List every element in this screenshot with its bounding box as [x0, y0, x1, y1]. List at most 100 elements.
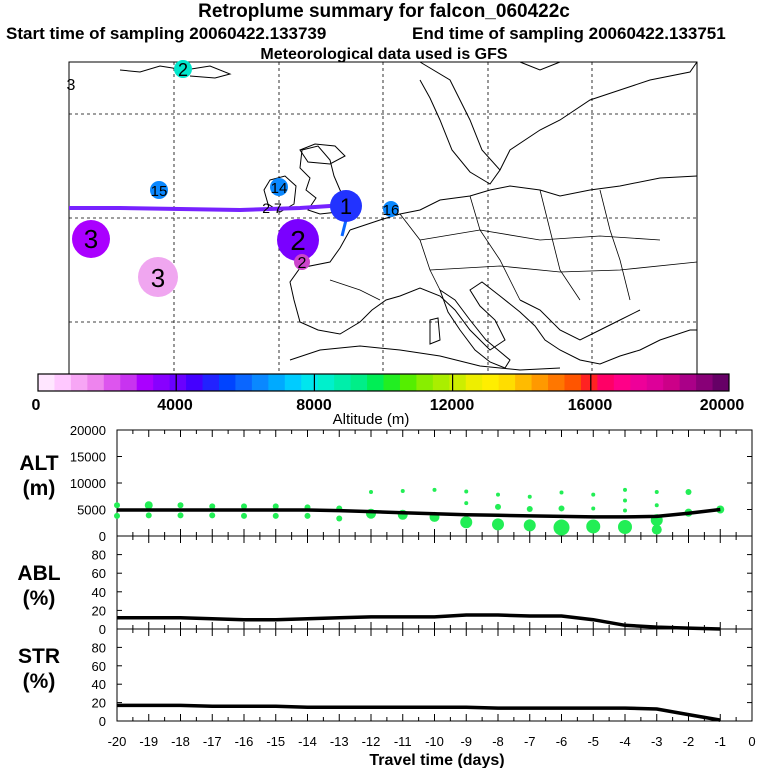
- x-tick-label: 0: [748, 734, 755, 749]
- panel-ylabel: ABL: [17, 562, 60, 585]
- colorbar-swatch: [383, 374, 401, 391]
- cluster-marker: [270, 178, 288, 196]
- x-tick-label: -8: [492, 734, 504, 749]
- data-point: [272, 512, 279, 519]
- colorbar-swatch: [186, 374, 204, 391]
- colorbar-swatch: [334, 374, 352, 391]
- y-tick-label: 0: [99, 714, 106, 729]
- colorbar-swatch: [712, 374, 730, 391]
- colorbar-swatch: [432, 374, 450, 391]
- y-tick-label: 0: [99, 622, 106, 637]
- colorbar-swatch: [301, 374, 319, 391]
- data-point: [336, 515, 343, 522]
- data-point: [553, 519, 570, 536]
- colorbar-swatch: [103, 374, 121, 391]
- colorbar-swatch: [597, 374, 615, 391]
- x-tick-label: -15: [266, 734, 285, 749]
- data-point: [241, 512, 247, 519]
- data-point: [464, 501, 469, 506]
- end-time-label: End time of sampling 20060422.133751: [412, 24, 726, 43]
- colorbar-tick-label: 4000: [157, 397, 193, 414]
- colorbar-swatch: [136, 374, 154, 391]
- cluster-label: 16: [383, 202, 400, 219]
- met-data-label: Meteorological data used is GFS: [260, 46, 508, 63]
- x-tick-label: -18: [171, 734, 190, 749]
- data-point: [527, 494, 532, 499]
- cluster-label: 3: [84, 224, 98, 254]
- colorbar-swatch: [235, 374, 253, 391]
- x-tick-label: -12: [362, 734, 381, 749]
- x-axis-label: Travel time (days): [369, 752, 504, 768]
- cluster-marker: [174, 60, 192, 78]
- data-point: [272, 503, 279, 510]
- data-point: [492, 518, 504, 531]
- panel-ylabel: (%): [23, 587, 56, 610]
- cluster-marker: [72, 220, 110, 258]
- colorbar-swatch: [70, 374, 88, 391]
- cluster-label: 3: [67, 77, 76, 94]
- cluster-label: 14: [271, 180, 288, 197]
- colorbar-swatch: [482, 374, 500, 391]
- data-point: [464, 489, 469, 494]
- cluster-label: 3: [151, 263, 165, 293]
- data-point: [559, 490, 564, 495]
- colorbar-swatch: [284, 374, 302, 391]
- colorbar-tick-label: 16000: [568, 397, 613, 414]
- x-tick-label: -13: [330, 734, 349, 749]
- y-tick-label: 80: [92, 548, 106, 563]
- data-point: [369, 490, 373, 495]
- colorbar-swatch: [630, 374, 648, 391]
- colorbar-tick-label: 20000: [700, 397, 745, 414]
- colorbar-swatch: [679, 374, 697, 391]
- y-tick-label: 60: [92, 566, 106, 581]
- colorbar-swatch: [399, 374, 417, 391]
- data-point: [591, 506, 596, 511]
- cluster-marker: [294, 254, 310, 270]
- colorbar-label: Altitude (m): [333, 411, 410, 428]
- y-tick-label: 15000: [70, 450, 106, 465]
- data-point: [460, 516, 473, 529]
- altitude-colorbar: [37, 373, 730, 392]
- colorbar-swatch: [218, 374, 236, 391]
- chart-title: Retroplume summary for falcon_060422c: [198, 1, 570, 22]
- x-tick-label: -9: [460, 734, 472, 749]
- cluster-marker: [150, 181, 168, 199]
- colorbar-swatch: [580, 374, 598, 391]
- data-point: [685, 489, 692, 496]
- data-point: [586, 519, 601, 534]
- data-point: [114, 512, 120, 519]
- x-tick-label: -5: [587, 734, 599, 749]
- x-tick-label: -11: [394, 734, 412, 749]
- cluster-label: 15: [151, 183, 168, 200]
- map-cluster-labels: 2 3 15 14 2 7 3 3 2 2 1 16: [67, 60, 400, 297]
- colorbar-swatch: [531, 374, 549, 391]
- colorbar-tick-label: 12000: [430, 397, 475, 414]
- colorbar-swatch: [465, 374, 483, 391]
- colorbar-swatch: [515, 374, 533, 391]
- data-point: [495, 503, 501, 510]
- cluster-label: 2 7: [262, 200, 282, 216]
- colorbar-swatch: [268, 374, 286, 391]
- cluster-label: 1: [340, 194, 352, 219]
- colorbar-swatch: [169, 374, 187, 391]
- data-point: [654, 490, 659, 495]
- start-time-label: Start time of sampling 20060422.133739: [6, 24, 327, 43]
- data-point: [591, 492, 596, 497]
- data-point: [177, 512, 184, 519]
- colorbar-swatch: [153, 374, 171, 391]
- colorbar-swatch: [317, 374, 335, 391]
- colorbar-swatch: [663, 374, 681, 391]
- data-point: [432, 487, 437, 492]
- x-tick-label: -16: [235, 734, 254, 749]
- colorbar-swatch: [38, 374, 55, 391]
- colorbar-swatch: [646, 374, 664, 391]
- y-tick-label: 80: [92, 640, 106, 655]
- data-point: [177, 502, 184, 509]
- colorbar-swatch: [416, 374, 434, 391]
- data-point: [114, 502, 120, 509]
- data-point: [144, 501, 153, 510]
- series-line: [117, 507, 721, 519]
- colorbar-swatch: [202, 374, 220, 391]
- data-point: [523, 519, 536, 532]
- map-panel: 2 3 15 14 2 7 3 3 2 2 1 16: [67, 60, 698, 376]
